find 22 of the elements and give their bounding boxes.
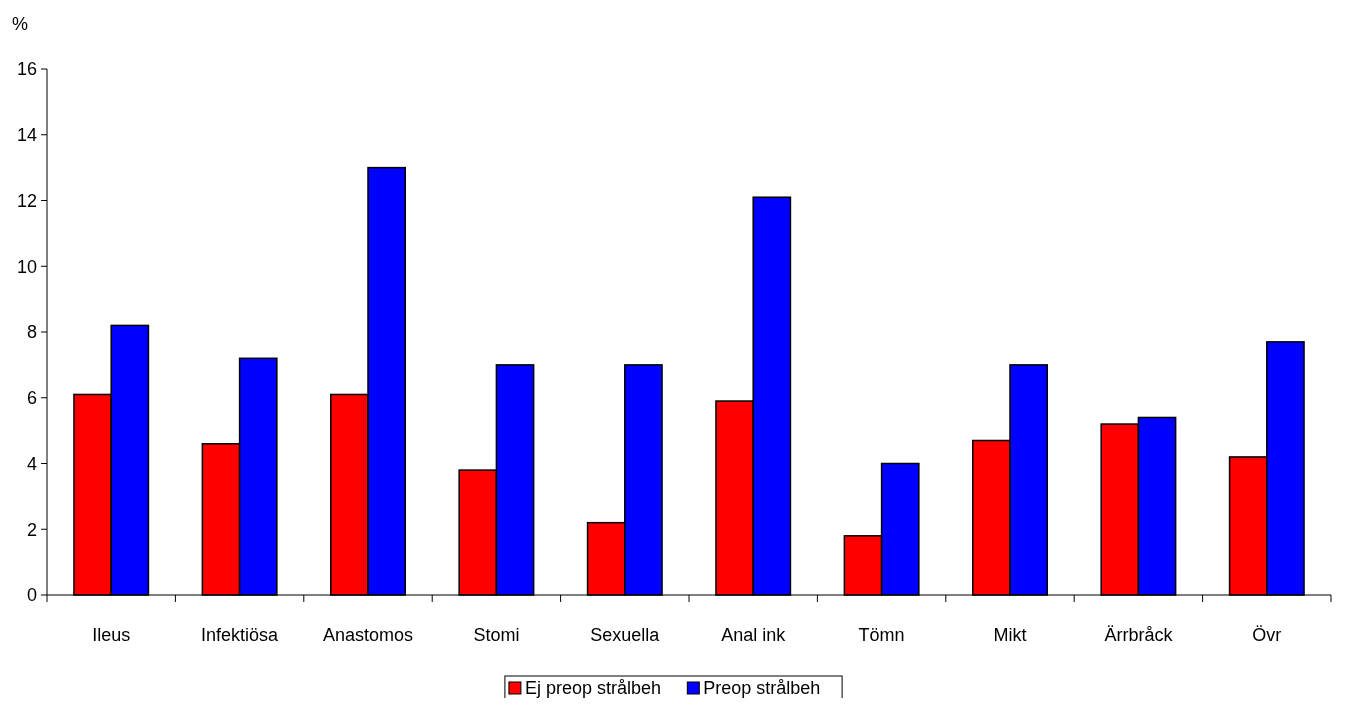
legend-label: Preop strålbeh (703, 678, 821, 698)
y-tick-label: 10 (16, 256, 37, 277)
y-tick-label: 0 (26, 585, 37, 606)
x-tick-label: Tömn (858, 625, 905, 645)
x-tick-label: Anal ink (721, 625, 787, 645)
x-tick-label: Ileus (92, 625, 131, 645)
x-tick-label: Stomi (473, 625, 520, 645)
y-axis-title: % (12, 14, 29, 34)
x-tick-label: Infektiösa (201, 625, 280, 645)
y-tick-label: 14 (16, 125, 37, 146)
x-tick-label: Övr (1252, 625, 1282, 645)
legend-label: Ej preop strålbeh (524, 678, 661, 698)
x-tick-label: Sexuella (590, 625, 661, 645)
x-tick-label: Mikt (993, 625, 1027, 645)
x-tick-label: Ärrbråck (1104, 625, 1174, 645)
y-tick-label: 16 (16, 59, 37, 80)
y-tick-label: 6 (26, 388, 37, 409)
x-tick-label: Anastomos (322, 625, 414, 645)
y-tick-label: 2 (26, 519, 37, 540)
y-tick-label: 4 (26, 453, 37, 474)
y-tick-label: 12 (16, 190, 37, 211)
y-tick-label: 8 (26, 322, 37, 343)
